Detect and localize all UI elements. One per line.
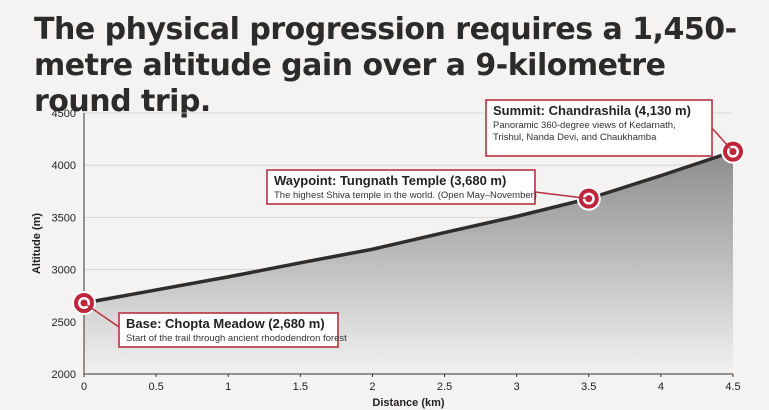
annotation-waypoint: Waypoint: Tungnath Temple (3,680 m) The h… [266,169,589,205]
x-tick-label: 1 [225,381,231,393]
y-tick-label: 4000 [52,160,76,172]
y-tick-label: 3000 [52,265,76,277]
annotation-description: Start of the trail through ancient rhodo… [126,333,347,344]
y-tick-label: 2000 [52,369,76,381]
annotation-title: Waypoint: Tungnath Temple (3,680 m) [274,173,506,188]
y-tick-label: 4500 [52,108,76,120]
annotation-box [485,99,713,157]
x-tick-label: 0 [81,381,87,393]
annotation-leader-line [711,127,734,153]
chart-headline: The physical progression requires a 1,45… [34,12,737,119]
annotation-title: Base: Chopta Meadow (2,680 m) [126,316,325,331]
annotation-box [118,312,339,348]
x-tick-label: 2.5 [437,381,452,393]
x-tick-label: 4.5 [725,381,740,393]
annotation-summit: Summit: Chandrashila (4,130 m) Panoramic … [485,99,734,157]
y-axis-label: Altitude (m) [31,213,43,274]
annotation-box [266,169,536,205]
x-tick-label: 2 [369,381,375,393]
annotation-leader-line [534,191,589,200]
annotation-description: Panoramic 360-degree views of Kedarnath, [493,120,676,131]
annotation-title: Summit: Chandrashila (4,130 m) [493,103,691,118]
elevation-line [83,149,734,305]
y-tick-label: 3500 [52,212,76,224]
x-tick-label: 0.5 [148,381,163,393]
x-tick-label: 1.5 [293,381,308,393]
x-axis-label: Distance (km) [372,397,444,409]
y-tick-label: 2500 [52,317,76,329]
annotation-description: The highest Shiva temple in the world. (… [274,190,537,201]
annotation-leader-line [83,302,120,328]
x-tick-label: 4 [658,381,664,393]
x-tick-label: 3 [514,381,520,393]
x-tick-label: 3.5 [581,381,596,393]
annotation-base: Base: Chopta Meadow (2,680 m) Start of th… [83,302,347,348]
annotation-description: Trishul, Nanda Devi, and Chaukhamba [493,132,657,143]
